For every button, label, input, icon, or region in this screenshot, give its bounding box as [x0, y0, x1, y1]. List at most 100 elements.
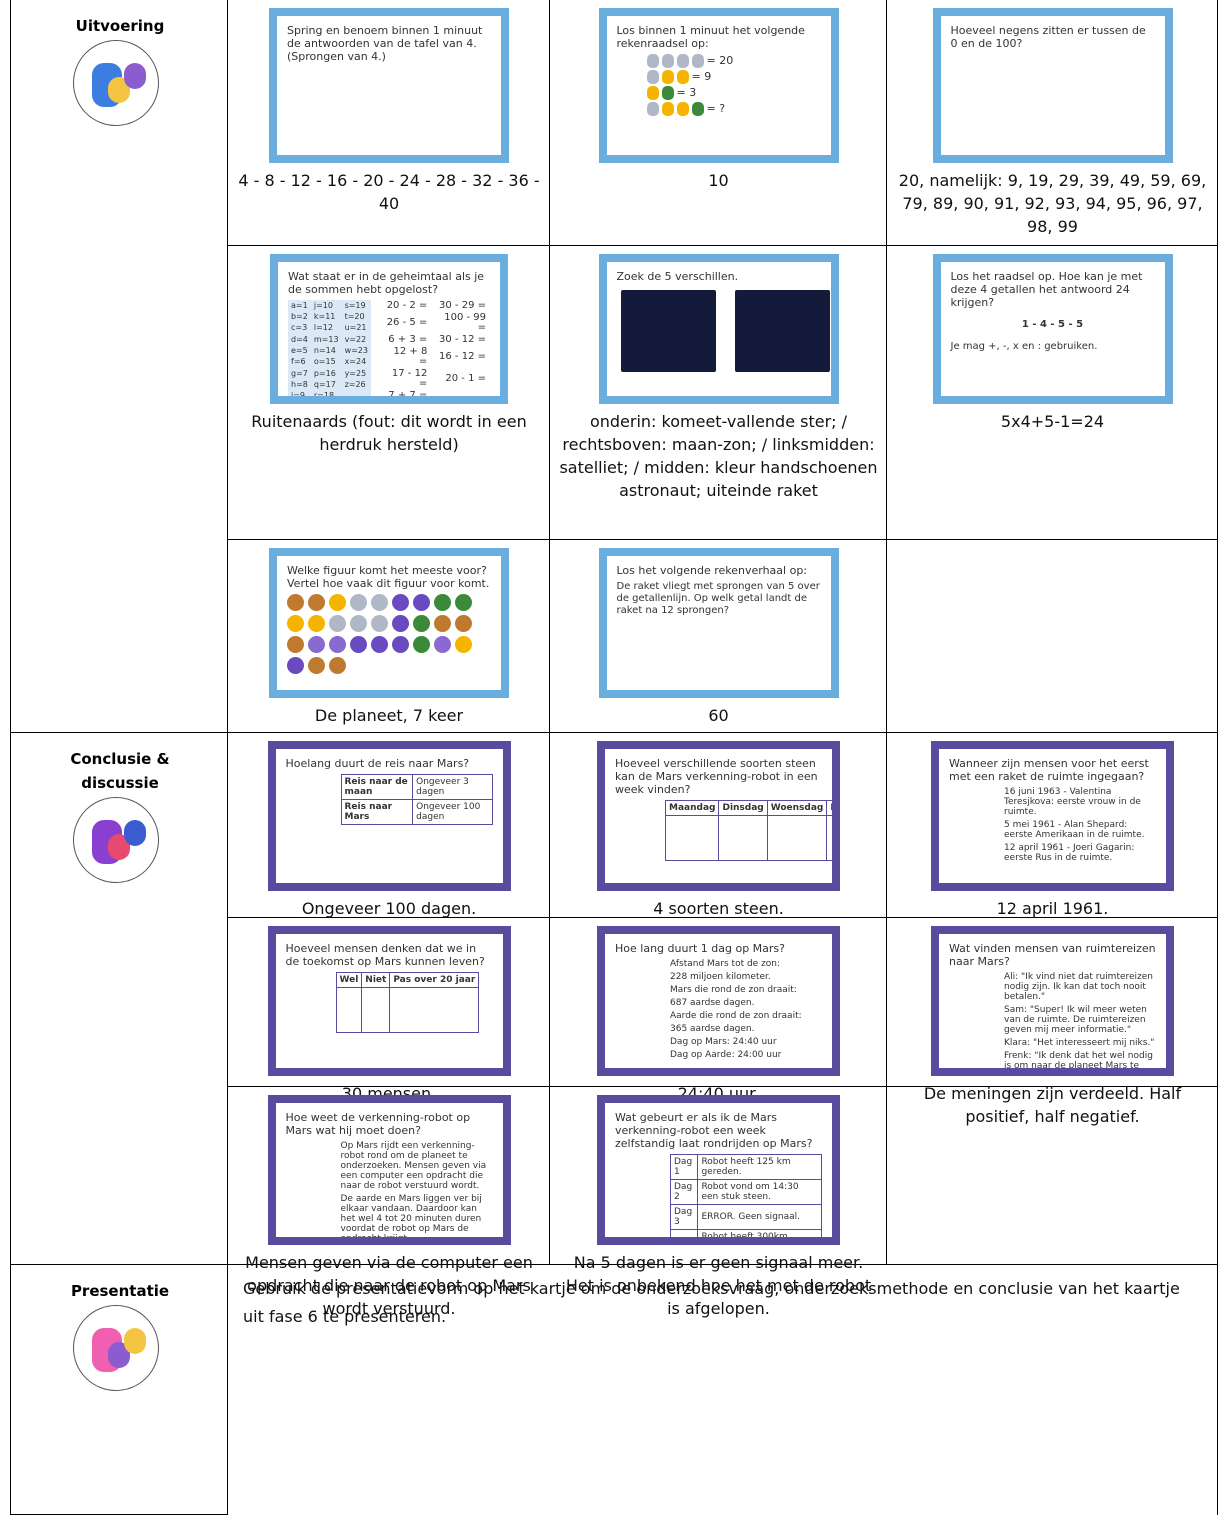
- slide: Los binnen 1 minuut het volgende rekenra…: [598, 8, 839, 163]
- table-cell: Robot heeft 300km gereden. Robot zit dic…: [697, 1229, 822, 1237]
- slide-title: Los het raadsel op. Hoe kan je met deze …: [950, 270, 1143, 309]
- figure: [455, 594, 472, 611]
- table-cell: [664, 815, 720, 861]
- icon: [646, 102, 659, 116]
- figure: [329, 594, 346, 611]
- slide-title: Los binnen 1 minuut het volgende rekenra…: [616, 24, 805, 50]
- code-cell: l=12: [313, 323, 333, 333]
- table-cell: Dag 2: [669, 1179, 699, 1205]
- table-cell: Dag 4: [669, 1229, 699, 1237]
- slide-title: Wat staat er in de geheimtaal als je de …: [288, 270, 485, 296]
- slide-text: Je mag +, -, x en : gebruiken.: [950, 341, 1098, 352]
- figure: [434, 615, 451, 632]
- table-head-cell: Woensdag: [766, 800, 828, 816]
- table-cell: [228, 918, 550, 1087]
- slide-text: Dag op Mars: 24:40 uur: [670, 1037, 777, 1047]
- figure: [350, 636, 367, 653]
- slide: Hoeveel mensen denken dat we in de toeko…: [267, 926, 511, 1076]
- code-cell: t=20: [344, 311, 365, 321]
- slide: Wanneer zijn mensen voor het eerst met e…: [931, 741, 1174, 891]
- figure: [329, 657, 346, 674]
- code-cell: u=21: [344, 323, 367, 333]
- table-cell: Ongeveer 100 dagen: [412, 799, 493, 825]
- slide-text: Mars die rond de zon draait:: [670, 985, 797, 995]
- code-cell: h=8: [291, 379, 308, 389]
- slide: Wat vinden mensen van ruimtereizen naar …: [931, 926, 1174, 1076]
- code-row: e=5 n=14 w=23: [288, 345, 371, 356]
- equation: = 9: [646, 70, 821, 84]
- table-cell: [550, 733, 887, 918]
- code-row: g=7 p=16 y=25: [288, 368, 371, 379]
- slide-text: De aarde en Mars liggen ver bij elkaar v…: [340, 1194, 482, 1244]
- sums-row: 17 - 12 = 20 - 1 =: [379, 368, 490, 390]
- table-cell: [335, 987, 363, 1033]
- section-label: Uitvoering: [75, 17, 165, 35]
- code-cell: s=19: [344, 300, 366, 310]
- table-row: Dag 2 Robot vond om 14:30 een stuk steen.: [669, 1179, 822, 1205]
- icon: [691, 102, 704, 116]
- section-icon: [73, 40, 159, 126]
- table-head-cell: Pas over 20 jaar: [389, 972, 480, 988]
- code-cell: j=10: [313, 300, 333, 310]
- table-head-cell: Niet: [361, 972, 391, 988]
- code-row: f=6 o=15 x=24: [288, 357, 371, 368]
- figure: [308, 615, 325, 632]
- slide-text: Aarde die rond de zon draait:: [670, 1011, 802, 1021]
- figure: [455, 636, 472, 653]
- table-row: Reis naar de maan Ongeveer 3 dagen: [340, 774, 493, 800]
- answer: 4 - 8 - 12 - 16 - 20 - 24 - 28 - 32 - 36…: [238, 171, 540, 213]
- table-cell: [228, 1087, 550, 1265]
- figure: [413, 594, 430, 611]
- figure: [392, 636, 409, 653]
- table-cell: [228, 246, 550, 540]
- table-head-cell: Donderdag: [826, 800, 832, 816]
- equation: = ?: [646, 102, 821, 116]
- code-cell: m=13: [313, 334, 339, 344]
- equation-text: = 3: [676, 86, 697, 99]
- space-picture: [620, 290, 716, 372]
- slide-title: Wat gebeurt er als ik de Mars verkenning…: [615, 1111, 813, 1150]
- slide-title: Hoeveel negens zitten er tussen de 0 en …: [950, 24, 1146, 50]
- icon: [691, 54, 704, 68]
- figure: [455, 615, 472, 632]
- slide: Spring en benoem binnen 1 minuut de antw…: [269, 8, 509, 163]
- icon: [676, 70, 689, 84]
- table-cell: [228, 733, 550, 918]
- slide-title: Wanneer zijn mensen voor het eerst met e…: [949, 757, 1149, 783]
- table-cell: Reis naar de maan: [340, 774, 414, 800]
- sums-row: 12 + 8 = 16 - 12 =: [379, 346, 490, 368]
- icon: [661, 86, 674, 100]
- slide-text: 365 aardse dagen.: [670, 1024, 755, 1034]
- sum-cell: 30 - 29 =: [439, 300, 486, 311]
- sum-cell: 12 + 8 =: [393, 346, 428, 367]
- slide-table: MaandagDinsdagWoensdagDonderdagVrijdag: [664, 800, 832, 861]
- figure: [287, 657, 304, 674]
- table-cell: Dag 1: [669, 1154, 699, 1180]
- code-cell: y=25: [344, 368, 367, 378]
- slide-text: Afstand Mars tot de zon:: [670, 959, 781, 969]
- table-cell: Ongeveer 3 dagen: [412, 774, 493, 800]
- table-row: Dag 4Robot heeft 300km gereden. Robot zi…: [669, 1229, 822, 1237]
- slide-text: 16 juni 1963 - Valentina Teresjkova: eer…: [1004, 787, 1141, 817]
- icon: [646, 86, 659, 100]
- slide-table: Wel Niet Pas over 20 jaar: [335, 972, 480, 1033]
- code-cell: z=26: [344, 379, 366, 389]
- sum-cell: 17 - 12 =: [391, 368, 428, 389]
- figure: [371, 615, 388, 632]
- code-row: a=1 j=10 s=19: [288, 300, 371, 311]
- icon: [661, 102, 674, 116]
- slide-text: Dag op Aarde: 24:00 uur: [670, 1050, 782, 1060]
- table-cell: Dag 3: [669, 1204, 699, 1230]
- table-cell: [718, 815, 768, 861]
- table-row: [664, 815, 832, 861]
- code-cell: q=17: [313, 379, 336, 389]
- slide-title: Los het volgende rekenverhaal op:: [616, 564, 808, 577]
- answer: Mensen geven via de computer een opdrach…: [245, 1253, 533, 1318]
- figure: [287, 636, 304, 653]
- slide: Wat gebeurt er als ik de Mars verkenning…: [597, 1095, 840, 1245]
- figure: [413, 615, 430, 632]
- table-cell: [550, 246, 887, 540]
- table-cell: [550, 540, 887, 733]
- sum-cell: 20 - 1 =: [445, 373, 486, 384]
